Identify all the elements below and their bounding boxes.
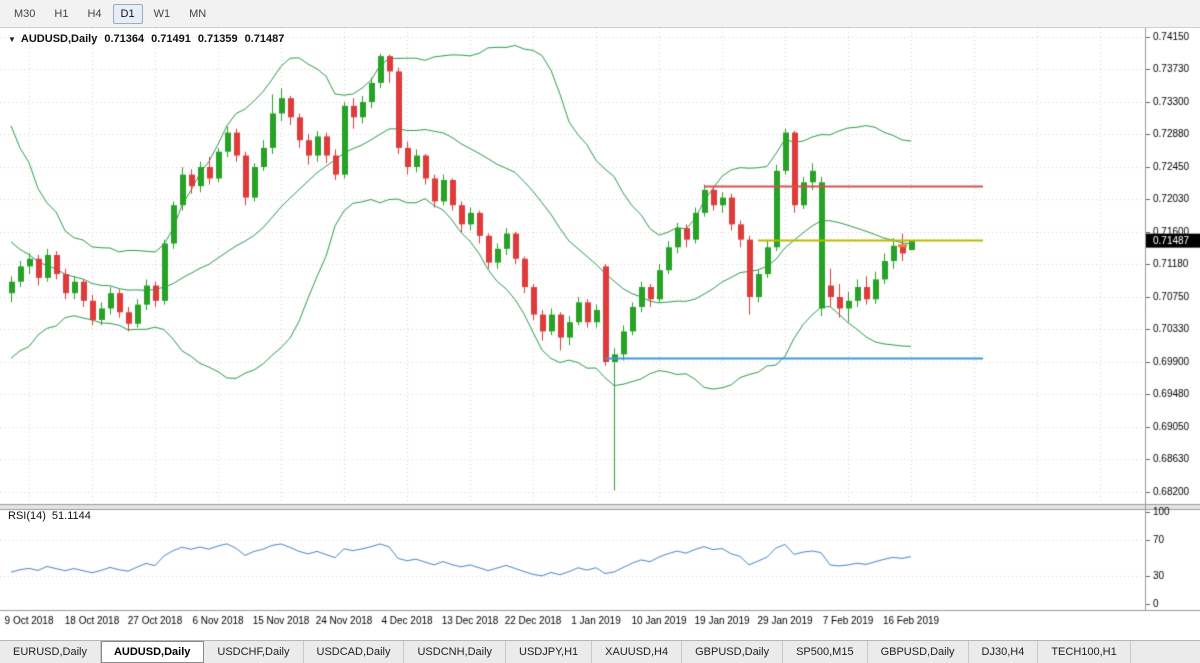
chart-tab-10-dj30-h4[interactable]: DJ30,H4	[969, 641, 1039, 663]
main-chart-canvas[interactable]	[0, 28, 1200, 640]
symbol-dropdown-icon[interactable]: ▼	[8, 34, 16, 44]
chart-tab-5-usdjpy-h1[interactable]: USDJPY,H1	[506, 641, 593, 663]
chart-tab-11-tech100-h1[interactable]: TECH100,H1	[1038, 641, 1131, 663]
quote-low: 0.71359	[197, 33, 238, 45]
rsi-value: 51.1144	[51, 510, 91, 522]
chart-tab-2-usdchf-daily[interactable]: USDCHF,Daily	[204, 641, 304, 663]
chart-tab-7-gbpusd-daily[interactable]: GBPUSD,Daily	[682, 641, 784, 663]
timeframe-button-h4[interactable]: H4	[87, 7, 102, 20]
timeframe-button-h1[interactable]: H1	[54, 7, 69, 20]
chart-tab-0-eurusd-daily[interactable]: EURUSD,Daily	[0, 641, 101, 663]
chart-tab-9-gbpusd-daily[interactable]: GBPUSD,Daily	[868, 641, 969, 663]
symbol-label: AUDUSD,Daily	[20, 33, 98, 45]
quote-line: ▼ AUDUSD,Daily 0.71364 0.71491 0.71359 0…	[8, 33, 284, 45]
chart-tabs: EURUSD,Daily AUDUSD,Daily USDCHF,Daily USDC…	[0, 640, 1200, 663]
chart-tab-1-audusd-daily[interactable]: AUDUSD,Daily	[100, 641, 205, 663]
quote-open: 0.71364	[104, 33, 145, 45]
rsi-header: RSI(14) 51.1144	[8, 510, 91, 522]
chart-tab-4-usdcnh-daily[interactable]: USDCNH,Daily	[404, 641, 507, 663]
chart-area: ▼ AUDUSD,Daily 0.71364 0.71491 0.71359 0…	[0, 28, 1200, 640]
timeframe-button-d1[interactable]: D1	[112, 3, 143, 24]
chart-tab-8-sp500-m15[interactable]: SP500,M15	[783, 641, 868, 663]
chart-tab-3-usdcad-daily[interactable]: USDCAD,Daily	[304, 641, 405, 663]
quote-close: 0.71487	[244, 33, 285, 45]
timeframe-button-mn[interactable]: MN	[189, 7, 207, 20]
chart-tab-6-xauusd-h4[interactable]: XAUUSD,H4	[592, 641, 683, 663]
rsi-label: RSI(14)	[8, 510, 46, 522]
quote-high: 0.71491	[151, 33, 191, 45]
timeframe-button-w1[interactable]: W1	[153, 7, 171, 20]
timeframe-button-m30[interactable]: M30	[14, 7, 36, 20]
timeframe-toolbar: M30 H1 H4 D1 W1 MN	[0, 0, 1200, 28]
